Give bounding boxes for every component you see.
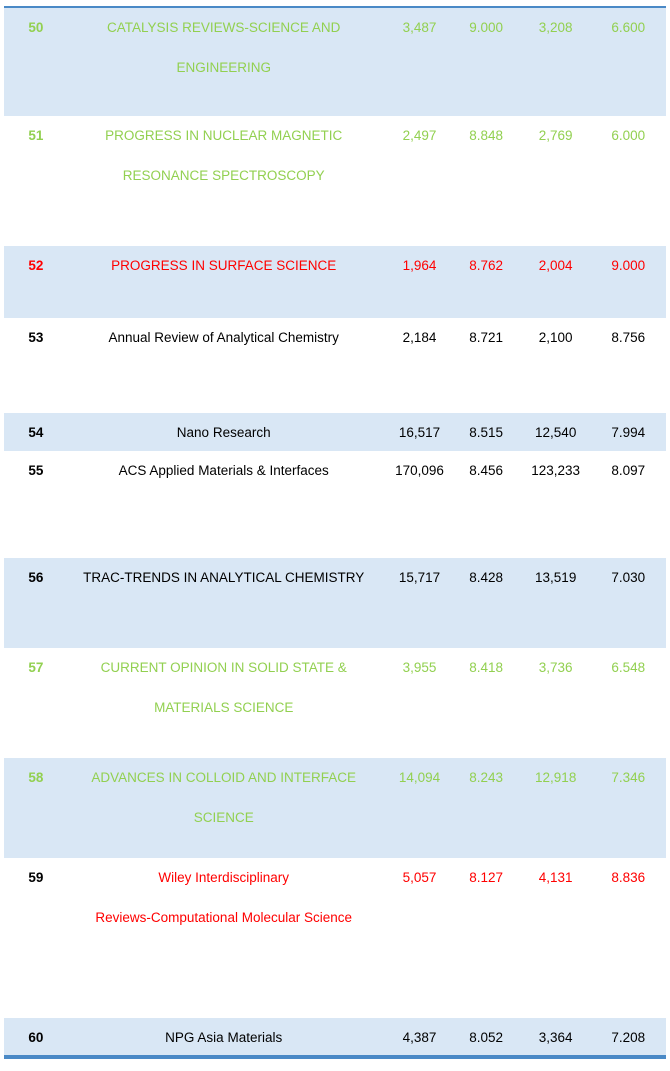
value-4-cell: 8.756	[611, 330, 646, 345]
table-row: 59 Wiley Interdisciplinary Reviews-Comput…	[4, 858, 666, 1018]
table-row: 50 CATALYSIS REVIEWS-SCIENCE AND ENGINEER…	[4, 8, 666, 116]
value-4-cell: 7.208	[611, 1030, 646, 1045]
journal-name-cell: NPG Asia Materials	[165, 1030, 283, 1045]
value-1-cell: 15,717	[398, 570, 441, 585]
rank-cell: 51	[28, 128, 44, 143]
value-1-cell: 2,184	[402, 330, 437, 345]
rank-cell: 58	[28, 770, 44, 785]
value-2-cell: 8.848	[469, 128, 503, 143]
value-2-cell: 8.052	[469, 1030, 503, 1045]
journal-name-cell: Nano Research	[176, 425, 271, 440]
rank-cell: 59	[28, 870, 44, 885]
table-row: 54 Nano Research 16,517 8.515 12,540 7.994	[4, 413, 666, 451]
value-4-cell: 6.600	[611, 20, 646, 35]
table-row: 60 NPG Asia Materials 4,387 8.052 3,364 7.208	[4, 1018, 666, 1055]
value-2-cell: 8.721	[469, 330, 503, 345]
rank-cell: 57	[28, 660, 44, 675]
value-2-cell: 8.127	[469, 870, 503, 885]
table-row: 56 TRAC-TRENDS IN ANALYTICAL CHEMISTRY 15,…	[4, 558, 666, 648]
value-4-cell: 7.994	[611, 425, 646, 440]
table-row: 57 CURRENT OPINION IN SOLID STATE & MATER…	[4, 648, 666, 758]
value-1-cell: 3,487	[402, 20, 437, 35]
journal-ranking-table: 50 CATALYSIS REVIEWS-SCIENCE AND ENGINEER…	[4, 6, 666, 1059]
value-4-cell: 6.000	[611, 128, 646, 143]
value-2-cell: 8.428	[469, 570, 503, 585]
journal-name-cell: Annual Review of Analytical Chemistry	[108, 330, 339, 345]
value-1-cell: 1,964	[402, 258, 437, 273]
journal-name-cell: CATALYSIS REVIEWS-SCIENCE AND ENGINEERIN…	[107, 20, 341, 75]
table-row: 51 PROGRESS IN NUCLEAR MAGNETIC RESONANCE…	[4, 116, 666, 246]
journal-name-cell: Wiley Interdisciplinary Reviews-Computat…	[95, 870, 353, 925]
rank-cell: 56	[28, 570, 44, 585]
value-1-cell: 14,094	[398, 770, 441, 785]
rank-cell: 52	[28, 258, 44, 273]
journal-name-cell: ADVANCES IN COLLOID AND INTERFACE SCIENC…	[91, 770, 356, 825]
rank-cell: 53	[28, 330, 44, 345]
value-3-cell: 2,004	[538, 258, 573, 273]
value-1-cell: 3,955	[402, 660, 437, 675]
rank-cell: 60	[28, 1030, 44, 1045]
rank-cell: 54	[28, 425, 44, 440]
value-3-cell: 3,208	[538, 20, 573, 35]
value-4-cell: 8.836	[611, 870, 646, 885]
value-2-cell: 9.000	[469, 20, 503, 35]
value-1-cell: 170,096	[395, 463, 444, 478]
journal-name-cell: PROGRESS IN SURFACE SCIENCE	[111, 258, 337, 273]
value-4-cell: 7.030	[611, 570, 646, 585]
value-3-cell: 13,519	[535, 570, 577, 585]
value-1-cell: 4,387	[402, 1030, 437, 1045]
rank-cell: 55	[28, 463, 44, 478]
value-1-cell: 16,517	[398, 425, 441, 440]
value-4-cell: 7.346	[611, 770, 646, 785]
journal-name-cell: ACS Applied Materials & Interfaces	[118, 463, 329, 478]
rank-cell: 50	[28, 20, 44, 35]
value-1-cell: 5,057	[402, 870, 437, 885]
value-4-cell: 9.000	[611, 258, 646, 273]
journal-name-cell: PROGRESS IN NUCLEAR MAGNETIC RESONANCE S…	[105, 128, 343, 183]
value-3-cell: 3,736	[538, 660, 573, 675]
table-row: 55 ACS Applied Materials & Interfaces 170,…	[4, 451, 666, 558]
table-row: 53 Annual Review of Analytical Chemistry 2…	[4, 318, 666, 413]
value-3-cell: 2,100	[538, 330, 573, 345]
value-2-cell: 8.243	[469, 770, 503, 785]
value-2-cell: 8.762	[469, 258, 503, 273]
value-3-cell: 4,131	[538, 870, 573, 885]
table-row: 52 PROGRESS IN SURFACE SCIENCE 1,964 8.762 2…	[4, 246, 666, 318]
value-2-cell: 8.515	[469, 425, 503, 440]
value-3-cell: 3,364	[538, 1030, 573, 1045]
value-4-cell: 6.548	[611, 660, 646, 675]
value-4-cell: 8.097	[611, 463, 646, 478]
value-3-cell: 2,769	[538, 128, 573, 143]
value-3-cell: 12,540	[535, 425, 577, 440]
value-3-cell: 12,918	[535, 770, 577, 785]
value-2-cell: 8.456	[469, 463, 503, 478]
value-3-cell: 123,233	[531, 463, 581, 478]
value-2-cell: 8.418	[469, 660, 503, 675]
journal-name-cell: TRAC-TRENDS IN ANALYTICAL CHEMISTRY	[83, 570, 365, 585]
journal-name-cell: CURRENT OPINION IN SOLID STATE & MATERIA…	[100, 660, 347, 715]
value-1-cell: 2,497	[402, 128, 437, 143]
table-row: 58 ADVANCES IN COLLOID AND INTERFACE SCIE…	[4, 758, 666, 858]
